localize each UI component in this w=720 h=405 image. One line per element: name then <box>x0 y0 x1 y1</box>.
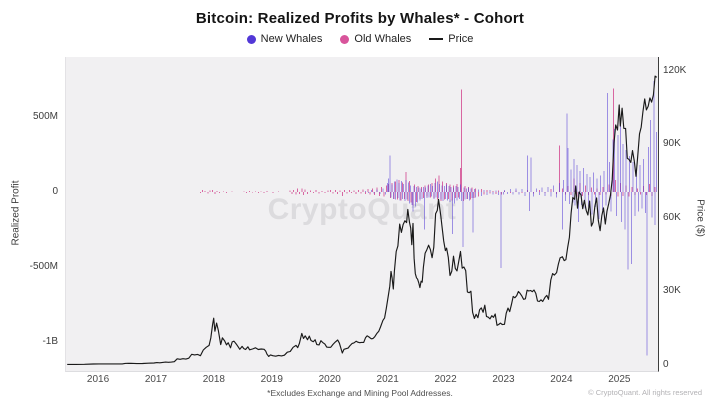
copyright-notice: © CryptoQuant. All rights reserved <box>588 388 702 397</box>
x-tick-2024: 2024 <box>550 374 573 385</box>
line-marker-icon <box>429 38 444 40</box>
legend-item-old-whales[interactable]: Old Whales <box>340 33 411 45</box>
x-tick-2022: 2022 <box>434 374 457 385</box>
x-tick-2018: 2018 <box>202 374 225 385</box>
new-whales-bars <box>365 81 657 356</box>
left-axis-title: Realized Profit <box>10 180 22 246</box>
right-tick-90K: 90K <box>663 138 681 150</box>
chart-canvas[interactable] <box>66 57 658 371</box>
right-tick-30K: 30K <box>663 285 681 297</box>
x-tick-2023: 2023 <box>492 374 515 385</box>
dot-marker-icon <box>246 34 256 44</box>
legend-label: Old Whales <box>354 33 412 45</box>
left-tick--500M: -500M <box>29 261 58 273</box>
x-tick-2020: 2020 <box>318 374 341 385</box>
legend-item-new-whales[interactable]: New Whales <box>246 33 323 45</box>
x-tick-2019: 2019 <box>260 374 283 385</box>
legend-label: New Whales <box>260 33 323 45</box>
chart-footnote: *Excludes Exchange and Mining Pool Addre… <box>267 388 453 398</box>
left-tick--1B: -1B <box>42 336 58 348</box>
dot-marker-icon <box>340 34 350 44</box>
left-tick-0: 0 <box>52 186 58 198</box>
x-tick-2016: 2016 <box>86 374 110 385</box>
legend-label: Price <box>448 33 474 45</box>
chart-legend: New Whales Old Whales Price <box>0 33 720 45</box>
left-tick-500M: 500M <box>32 111 58 122</box>
right-tick-60K: 60K <box>663 211 681 223</box>
chart-title: Bitcoin: Realized Profits by Whales* - C… <box>195 10 525 27</box>
legend-item-price[interactable]: Price <box>429 33 473 45</box>
right-tick-120K: 120K <box>663 64 687 76</box>
price-line <box>67 75 658 365</box>
x-tick-2025: 2025 <box>608 374 631 385</box>
chart-plot-area[interactable]: CryptoQuant <box>65 57 659 372</box>
right-axis-title: Price ($) <box>694 199 706 237</box>
right-tick-0: 0 <box>663 358 669 370</box>
x-tick-2017: 2017 <box>144 374 168 385</box>
x-tick-2021: 2021 <box>376 374 399 385</box>
